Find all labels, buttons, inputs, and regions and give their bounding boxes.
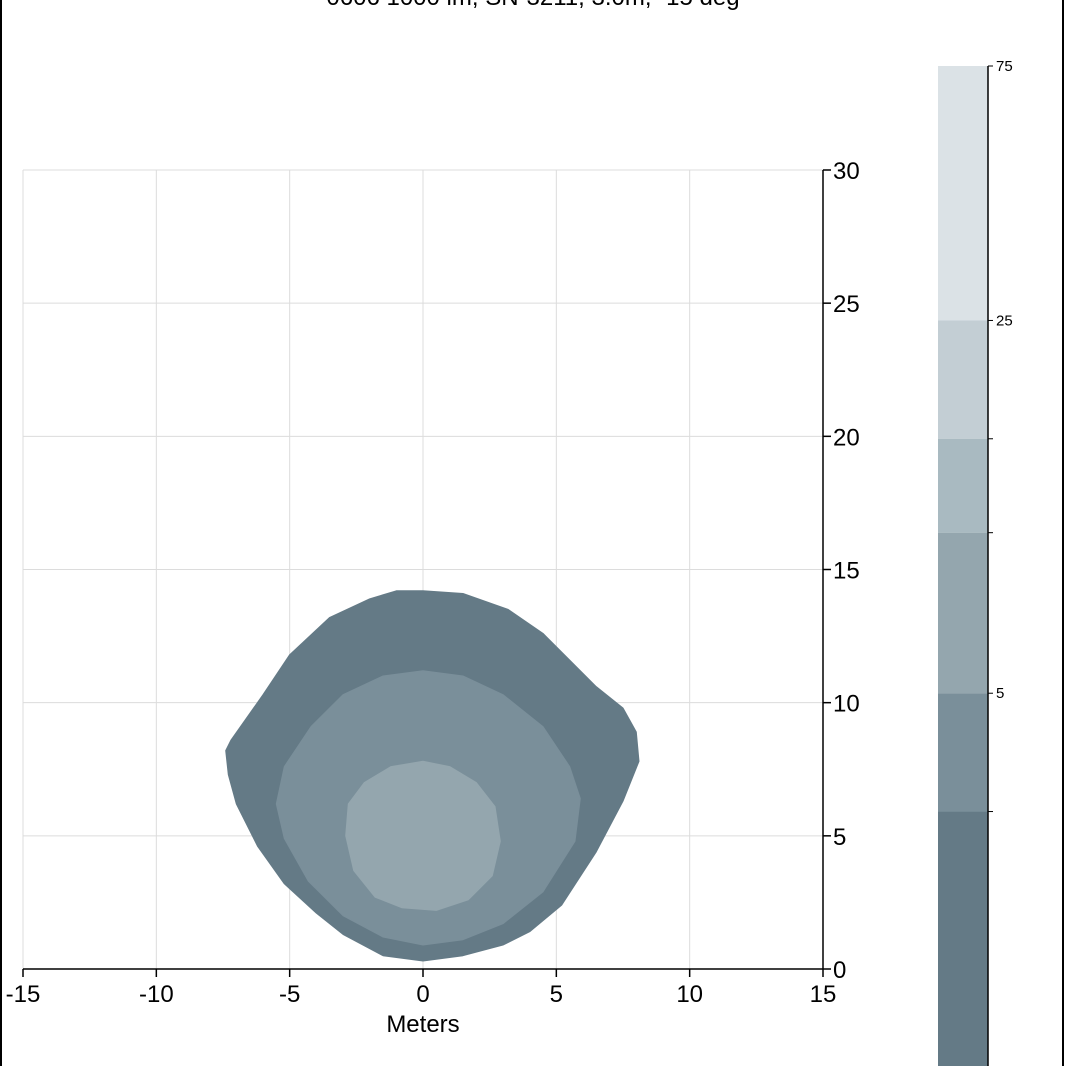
- y-tick-label: 15: [833, 558, 860, 585]
- y-tick-label: 10: [833, 691, 860, 718]
- y-tick-label: 25: [833, 291, 860, 318]
- y-tick-label: 20: [833, 424, 860, 451]
- colorbar-label: 75: [996, 58, 1013, 75]
- contour-region-inner: [345, 760, 501, 911]
- chart-title: 0606 1000 lm, SN-3211, 3.0m, -15 deg: [0, 0, 1066, 12]
- x-tick-label: 0: [416, 981, 429, 1008]
- x-tick-label: 10: [676, 981, 703, 1008]
- colorbar-label: 25: [996, 312, 1013, 329]
- axes: -15 -10 -5 0 5 10 15 Meters 0 5 10 15 20 25 30: [6, 158, 860, 1038]
- contour-regions: [225, 590, 640, 962]
- x-tick-label: -10: [139, 981, 174, 1008]
- colorbar-band: [938, 438, 988, 533]
- x-tick-label: -5: [279, 981, 300, 1008]
- colorbar-label: 5: [996, 685, 1004, 702]
- y-tick-label: 0: [833, 957, 846, 984]
- x-tick-label: 15: [810, 981, 837, 1008]
- x-tick-label: -15: [6, 981, 41, 1008]
- colorbar-band: [938, 693, 988, 812]
- y-tick-label: 5: [833, 824, 846, 851]
- y-tick-label: 30: [833, 158, 860, 185]
- colorbar-band: [938, 66, 988, 321]
- colorbar: 75 25 5: [938, 58, 1013, 1066]
- colorbar-band: [938, 532, 988, 694]
- x-tick-label: 5: [550, 981, 563, 1008]
- x-axis-label: Meters: [386, 1011, 459, 1038]
- colorbar-band: [938, 320, 988, 439]
- colorbar-band: [938, 811, 988, 1066]
